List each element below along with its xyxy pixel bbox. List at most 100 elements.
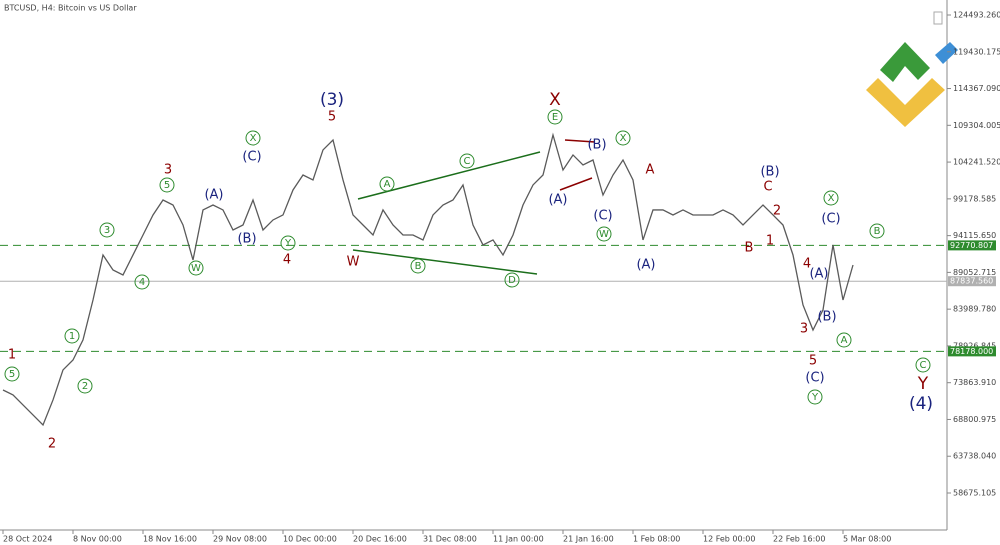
y-tick-label: 89052.715 xyxy=(953,268,996,277)
y-tick-label: 119430.175 xyxy=(953,47,1000,56)
wave-label: 5 xyxy=(328,110,336,125)
x-tick-label: 11 Jan 00:00 xyxy=(493,535,544,544)
wave-label: 4 xyxy=(283,253,291,268)
wave-circle xyxy=(245,130,261,146)
y-tick-label: 114367.090 xyxy=(953,84,1000,93)
wave-label: 1 xyxy=(8,348,16,363)
wave-circle xyxy=(504,272,520,288)
wave-label: B xyxy=(745,241,754,256)
y-tick-label: 83989.780 xyxy=(953,305,996,314)
level-label: 92770.807 xyxy=(950,241,993,250)
wave-label: (C) xyxy=(242,150,261,165)
icon xyxy=(933,11,943,25)
wave-label: 2 xyxy=(773,204,781,219)
wave-circle xyxy=(188,260,204,276)
chart-title: BTCUSD, H4: Bitcoin vs US Dollar xyxy=(4,4,137,13)
wave-label: C xyxy=(920,360,927,371)
y-tick-label: 104241.520 xyxy=(953,158,1000,167)
x-tick-label: 29 Nov 08:00 xyxy=(213,535,267,544)
x-tick-label: 12 Feb 00:00 xyxy=(703,535,755,544)
wave-circle xyxy=(459,153,475,169)
wave-label: D xyxy=(508,275,516,286)
wave-label: X xyxy=(549,90,561,110)
wave-label: Y xyxy=(917,374,929,394)
wave-label: 2 xyxy=(82,381,88,392)
y-tick-label: 78926.845 xyxy=(953,341,996,350)
wave-label: Y xyxy=(284,238,292,249)
y-tick-label: 124493.260 xyxy=(953,11,1000,20)
wave-circle xyxy=(134,274,150,290)
wave-label: (3) xyxy=(320,90,344,110)
trend-line xyxy=(352,249,538,275)
wave-circle xyxy=(869,223,885,239)
x-tick-label: 28 Oct 2024 xyxy=(3,535,52,544)
wave-label: (C) xyxy=(593,209,612,224)
y-tick-label: 73863.910 xyxy=(953,378,996,387)
wave-label: (4) xyxy=(909,394,933,414)
y-tick-label: 99178.585 xyxy=(953,194,996,203)
wave-label: A xyxy=(841,335,848,346)
logo xyxy=(866,42,958,127)
price-line xyxy=(2,132,854,427)
wave-label: Y xyxy=(811,392,819,403)
wave-circle xyxy=(547,109,563,125)
wave-label: (B) xyxy=(817,310,836,325)
wave-label: X xyxy=(620,133,627,144)
x-tick-label: 5 Mar 08:00 xyxy=(843,535,891,544)
wave-label: 3 xyxy=(800,322,808,337)
wave-circle xyxy=(280,235,296,251)
x-tick-label: 20 Dec 16:00 xyxy=(353,535,407,544)
wave-label: (B) xyxy=(237,232,256,247)
wave-label: 3 xyxy=(164,163,172,178)
wave-circle xyxy=(379,176,395,192)
wave-label: B xyxy=(874,226,881,237)
y-tick-label: 109304.005 xyxy=(953,121,1000,130)
wave-label: W xyxy=(347,255,360,270)
wave-label: (C) xyxy=(805,371,824,386)
x-tick-label: 21 Jan 16:00 xyxy=(563,535,614,544)
level-box xyxy=(948,346,996,357)
wave-circle xyxy=(159,177,175,193)
wave-circle xyxy=(915,357,931,373)
wave-circle xyxy=(615,130,631,146)
wave-label: (A) xyxy=(636,258,655,273)
wave-label: (A) xyxy=(809,267,828,282)
wave-label: 2 xyxy=(48,437,56,452)
wave-circle xyxy=(4,366,20,382)
wave-label: W xyxy=(599,229,609,240)
wave-circle xyxy=(99,222,115,238)
wave-label: 1 xyxy=(766,234,774,249)
wave-label: E xyxy=(552,112,558,123)
wave-circle xyxy=(807,389,823,405)
wave-circle xyxy=(836,332,852,348)
wave-circle xyxy=(410,258,426,274)
level-box xyxy=(948,276,996,287)
wave-circle xyxy=(823,190,839,206)
x-tick-label: 10 Dec 00:00 xyxy=(283,535,337,544)
y-tick-label: 58675.105 xyxy=(953,488,996,497)
y-tick-label: 68800.975 xyxy=(953,415,996,424)
wave-circle xyxy=(64,328,80,344)
x-tick-label: 31 Dec 08:00 xyxy=(423,535,477,544)
wave-label: A xyxy=(384,179,391,190)
wave-label: 4 xyxy=(139,277,145,288)
wave-label: C xyxy=(763,180,772,195)
x-tick-label: 1 Feb 08:00 xyxy=(633,535,680,544)
level-box xyxy=(948,240,996,251)
level-label: 87837.560 xyxy=(950,277,993,286)
wave-label: 1 xyxy=(69,331,75,342)
wave-label: X xyxy=(828,193,835,204)
wave-label: A xyxy=(646,163,655,178)
y-tick-label: 63738.040 xyxy=(953,452,996,461)
wave-label: B xyxy=(415,261,422,272)
wave-label: 5 xyxy=(9,369,15,380)
wave-label: 4 xyxy=(803,257,811,272)
wave-label: (A) xyxy=(204,188,223,203)
x-tick-label: 22 Feb 16:00 xyxy=(773,535,825,544)
wave-label: (B) xyxy=(587,138,606,153)
wave-label: X xyxy=(250,133,257,144)
wave-label: 5 xyxy=(164,180,170,191)
y-tick-label: 94115.650 xyxy=(953,231,996,240)
wave-label: (C) xyxy=(821,212,840,227)
trend-line xyxy=(559,177,593,191)
